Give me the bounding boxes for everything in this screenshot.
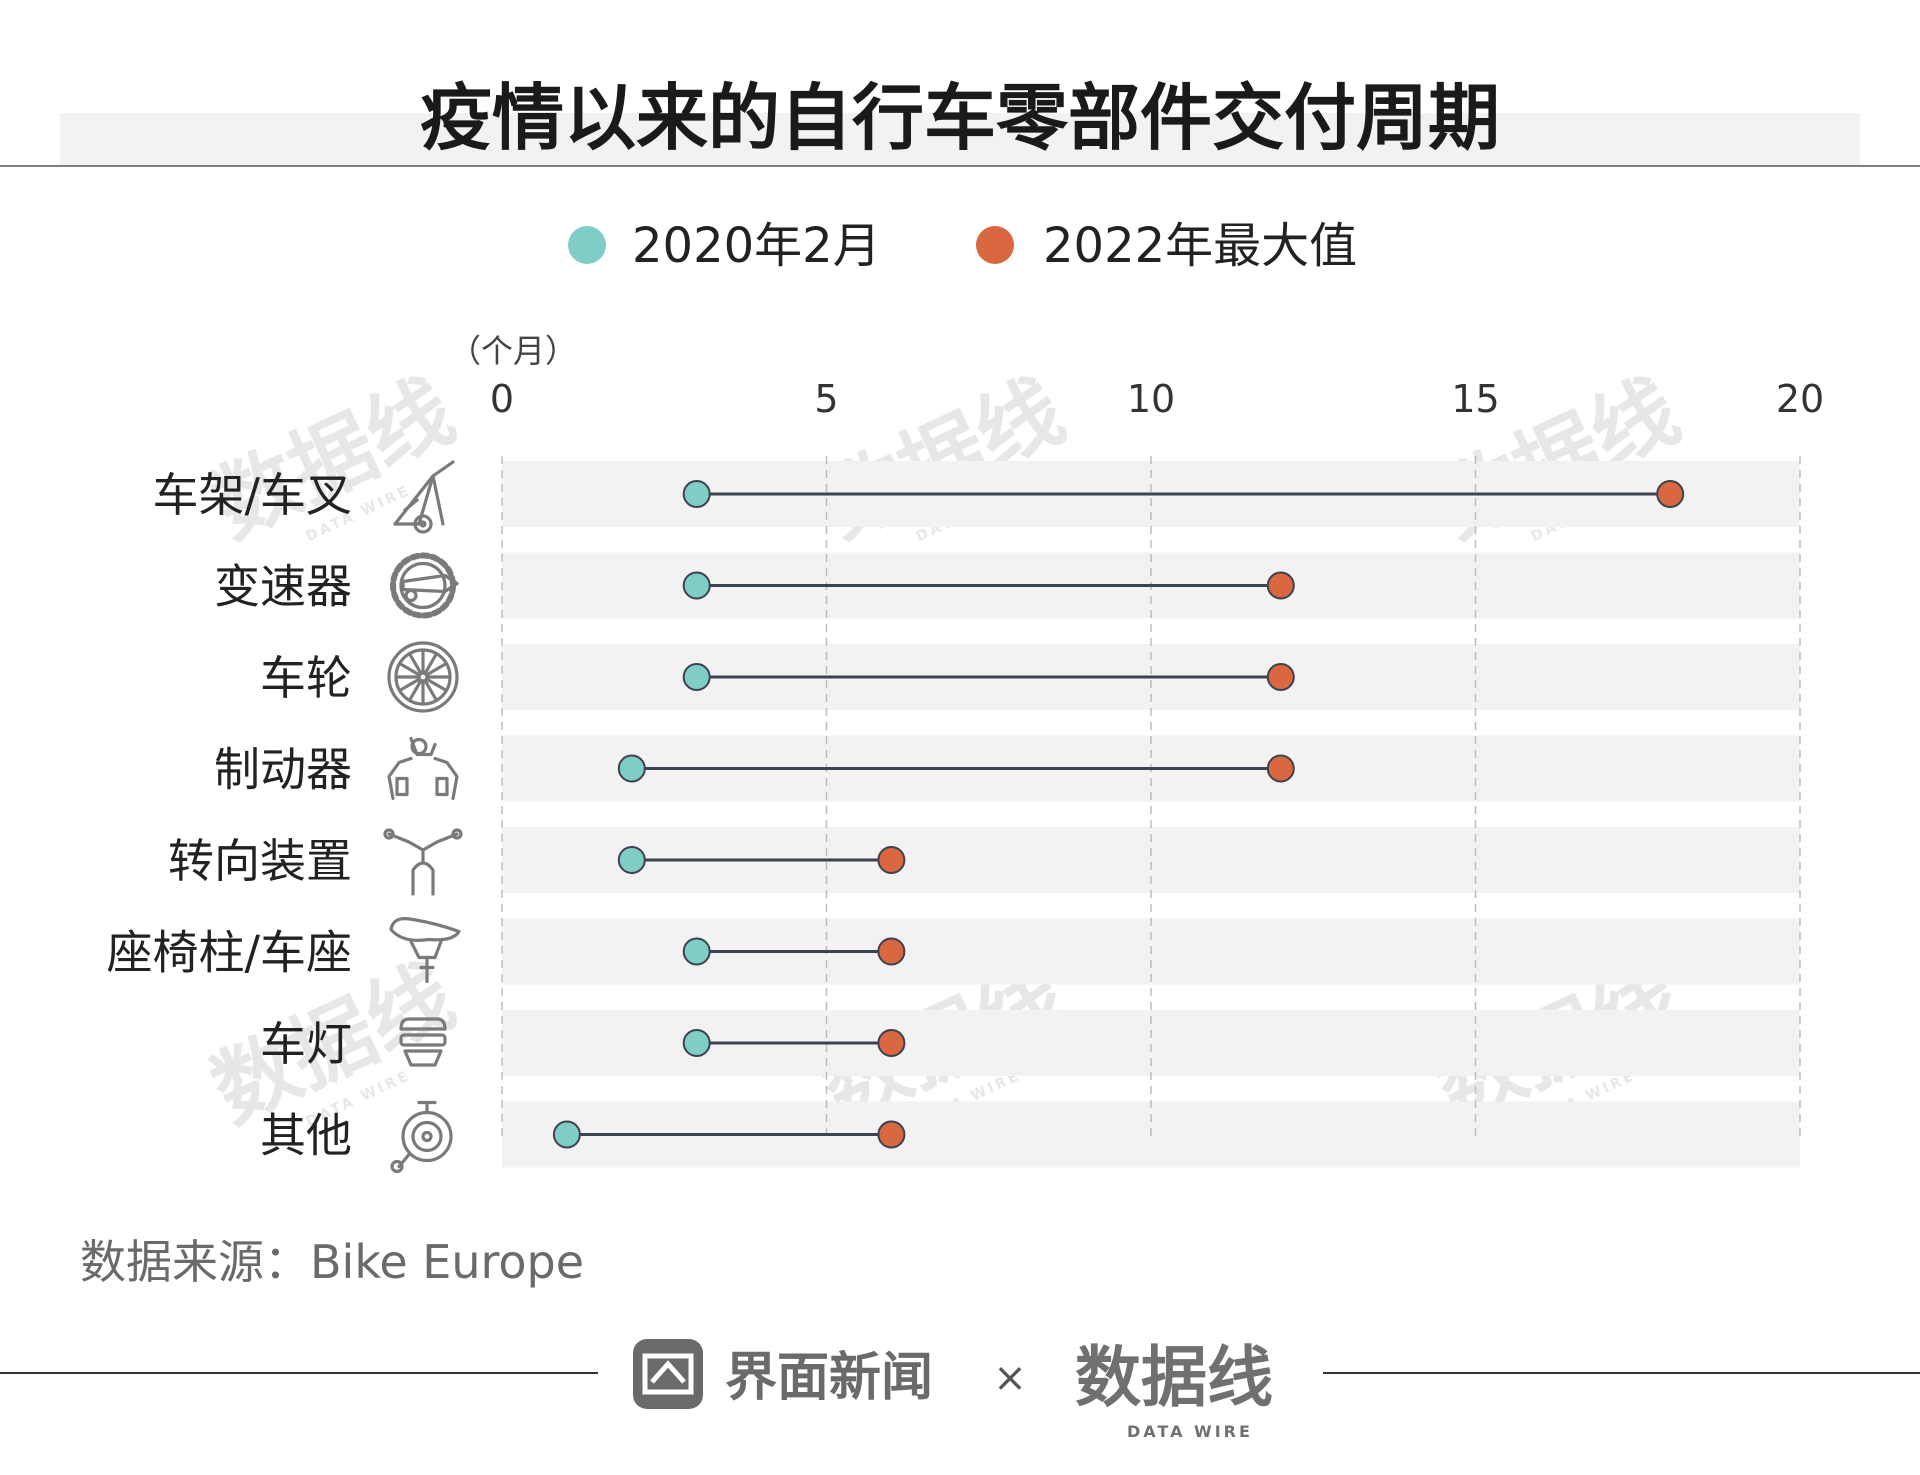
point-2022 [877, 1029, 906, 1057]
category-label: 车灯 [260, 1017, 352, 1071]
x-tick-label: 5 [814, 377, 838, 421]
point-2020 [617, 846, 646, 874]
point-2020 [682, 937, 711, 966]
footer-brand-datawire-sub: DATA WIRE [1127, 1422, 1253, 1441]
legend: 2020年2月 2022年最大值 [568, 218, 1357, 274]
footer-brand-datawire: 数据线 [1075, 1339, 1273, 1416]
point-2022 [877, 1120, 906, 1149]
title-band [60, 113, 1860, 165]
point-2022 [1266, 663, 1295, 691]
x-axis-ticks: 0 5 10 15 20 [490, 377, 1824, 421]
wheel-icon [387, 641, 459, 713]
brake-icon [387, 736, 459, 801]
category-label: 座椅柱/车座 [107, 926, 353, 980]
x-tick-label: 15 [1451, 377, 1499, 421]
bell-icon [390, 1100, 453, 1174]
grid-lines [501, 456, 1801, 1138]
legend-marker-2022 [976, 226, 1014, 264]
x-tick-label: 0 [490, 377, 514, 421]
legend-marker-2020 [568, 226, 606, 264]
point-2020 [617, 754, 646, 783]
x-tick-label: 10 [1127, 377, 1175, 421]
category-label: 其他 [260, 1109, 352, 1163]
derailleur-icon [390, 552, 459, 619]
saddle-icon [389, 917, 461, 984]
category-label: 制动器 [214, 743, 352, 797]
point-2022 [877, 937, 906, 966]
point-2020 [682, 480, 711, 508]
chart-title: 疫情以来的自行车零部件交付周期 [420, 76, 1500, 160]
point-2020 [682, 663, 711, 691]
category-label: 转向装置 [168, 834, 352, 888]
footer: 界面新闻 × 数据线 DATA WIRE [0, 1339, 1920, 1441]
footer-separator: × [993, 1355, 1027, 1401]
jiemian-logo-icon [633, 1339, 703, 1409]
point-2020 [682, 1029, 711, 1057]
x-axis-unit-label: （个月） [449, 332, 577, 370]
handlebar-icon [383, 828, 463, 896]
bike-light-icon [399, 1017, 447, 1067]
bike-frame-icon [393, 460, 455, 534]
legend-label-2020: 2020年2月 [632, 218, 881, 274]
category-label: 车架/车叉 [153, 468, 353, 522]
point-2022 [877, 846, 906, 874]
category-label: 变速器 [214, 560, 352, 614]
point-2022 [1266, 571, 1295, 600]
point-2020 [552, 1120, 581, 1149]
point-2020 [682, 571, 711, 600]
x-tick-label: 20 [1776, 377, 1824, 421]
point-2022 [1656, 480, 1685, 508]
category-label: 车轮 [260, 651, 352, 705]
source-note: 数据来源：Bike Europe [80, 1235, 584, 1289]
footer-brand-jiemian: 界面新闻 [725, 1348, 933, 1408]
legend-label-2022: 2022年最大值 [1043, 218, 1357, 274]
point-2022 [1266, 754, 1295, 783]
